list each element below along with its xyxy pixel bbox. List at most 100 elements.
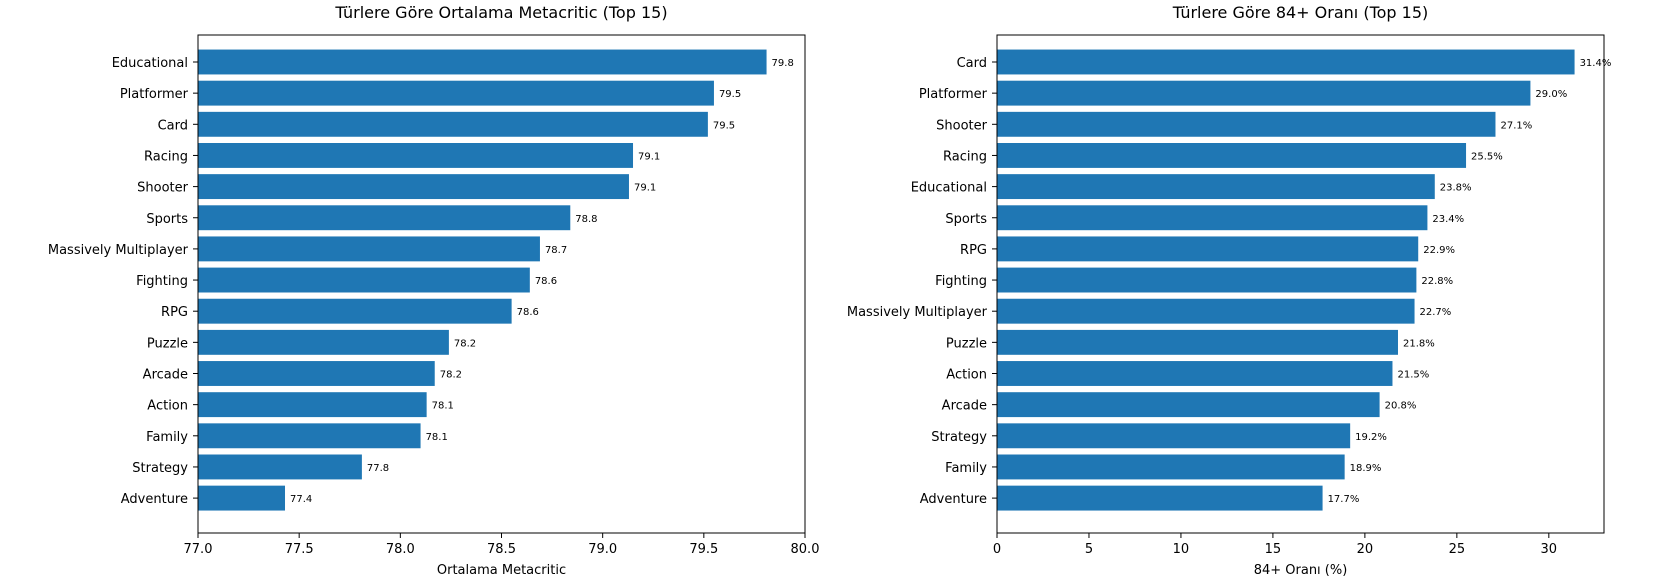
data-label: 78.2	[440, 370, 462, 381]
bar	[997, 485, 1323, 511]
data-label: 77.4	[290, 494, 312, 505]
data-label: 23.4%	[1432, 214, 1464, 225]
category-label: Strategy	[132, 461, 188, 476]
bar	[997, 298, 1415, 324]
bar	[198, 423, 421, 449]
plot-frame	[197, 34, 806, 534]
x-axis-label: 84+ Oranı (%)	[1254, 563, 1348, 578]
data-label: 79.5	[713, 120, 735, 131]
bar	[198, 205, 571, 231]
data-label: 21.8%	[1403, 338, 1435, 349]
data-label: 78.1	[432, 401, 454, 412]
bar	[198, 454, 362, 480]
data-label: 78.6	[517, 307, 539, 318]
bar	[997, 143, 1467, 168]
chart-avg-metacritic: Türlere Göre Ortalama Metacritic (Top 15…	[48, 3, 820, 578]
data-label: 22.7%	[1420, 307, 1452, 318]
data-label: 19.2%	[1355, 432, 1387, 443]
x-tick-label: 5	[1085, 542, 1093, 557]
category-label: RPG	[161, 305, 188, 320]
category-label: Educational	[112, 56, 188, 71]
category-label: Action	[147, 399, 188, 414]
category-label: Educational	[911, 181, 987, 196]
x-tick-label: 79.5	[689, 542, 718, 557]
bar	[997, 205, 1428, 231]
category-label: Action	[946, 368, 987, 383]
x-tick-label: 80.0	[791, 542, 820, 557]
data-label: 78.6	[535, 276, 557, 287]
category-label: Fighting	[935, 274, 987, 289]
x-tick-label: 77.0	[184, 542, 213, 557]
bar	[198, 329, 449, 355]
category-label: Family	[146, 430, 188, 445]
bar	[198, 80, 714, 106]
category-label: Shooter	[936, 118, 987, 133]
data-label: 27.1%	[1500, 120, 1532, 131]
data-label: 78.2	[454, 338, 476, 349]
data-label: 79.8	[772, 58, 794, 69]
x-tick-label: 30	[1541, 542, 1558, 557]
chart-title: Türlere Göre Ortalama Metacritic (Top 15…	[334, 3, 667, 22]
bar	[997, 111, 1496, 137]
data-label: 77.8	[367, 463, 389, 474]
bar	[198, 111, 708, 137]
category-label: Platformer	[120, 87, 189, 102]
category-label: Massively Multiplayer	[847, 305, 988, 320]
data-label: 23.8%	[1440, 183, 1472, 194]
category-label: RPG	[960, 243, 987, 258]
data-label: 22.8%	[1421, 276, 1453, 287]
category-label: Adventure	[920, 492, 987, 507]
category-label: Arcade	[942, 399, 987, 414]
x-tick-label: 77.5	[285, 542, 314, 557]
bar	[997, 361, 1393, 386]
data-label: 21.5%	[1397, 370, 1429, 381]
data-label: 78.7	[545, 245, 567, 256]
bar	[198, 485, 286, 511]
bar	[198, 267, 530, 293]
category-label: Shooter	[137, 181, 188, 196]
data-label: 79.1	[638, 151, 660, 162]
data-label: 78.1	[426, 432, 448, 443]
data-label: 25.5%	[1471, 151, 1503, 162]
data-label: 22.9%	[1423, 245, 1455, 256]
chart-title: Türlere Göre 84+ Oranı (Top 15)	[1172, 3, 1429, 22]
bar	[198, 392, 427, 418]
category-label: Racing	[943, 149, 987, 164]
category-label: Card	[957, 56, 987, 71]
bar	[198, 298, 512, 324]
bar	[198, 174, 629, 200]
category-label: Puzzle	[147, 336, 188, 351]
bar	[997, 174, 1435, 200]
bar	[997, 236, 1419, 262]
x-tick-label: 78.5	[487, 542, 516, 557]
data-label: 18.9%	[1350, 463, 1382, 474]
x-tick-label: 78.0	[386, 542, 415, 557]
category-label: Sports	[146, 212, 188, 227]
category-label: Massively Multiplayer	[48, 243, 189, 258]
bar	[997, 329, 1398, 355]
category-label: Arcade	[143, 368, 188, 383]
data-label: 31.4%	[1580, 58, 1612, 69]
data-label: 79.1	[634, 183, 656, 194]
x-tick-label: 10	[1173, 542, 1190, 557]
category-label: Strategy	[931, 430, 987, 445]
x-tick-label: 20	[1357, 542, 1374, 557]
x-tick-label: 15	[1265, 542, 1282, 557]
data-label: 29.0%	[1535, 89, 1567, 100]
bar	[997, 392, 1380, 418]
x-axis-label: Ortalama Metacritic	[437, 563, 566, 578]
bar	[997, 423, 1351, 449]
data-label: 20.8%	[1385, 401, 1417, 412]
bar	[198, 49, 767, 75]
bar	[997, 454, 1345, 480]
data-label: 78.8	[575, 214, 597, 225]
bar	[198, 236, 540, 262]
bar	[997, 80, 1531, 106]
category-label: Family	[945, 461, 987, 476]
plot-frame	[996, 34, 1605, 534]
bar	[198, 143, 634, 168]
category-label: Puzzle	[946, 336, 987, 351]
data-label: 17.7%	[1328, 494, 1360, 505]
category-label: Sports	[945, 212, 987, 227]
